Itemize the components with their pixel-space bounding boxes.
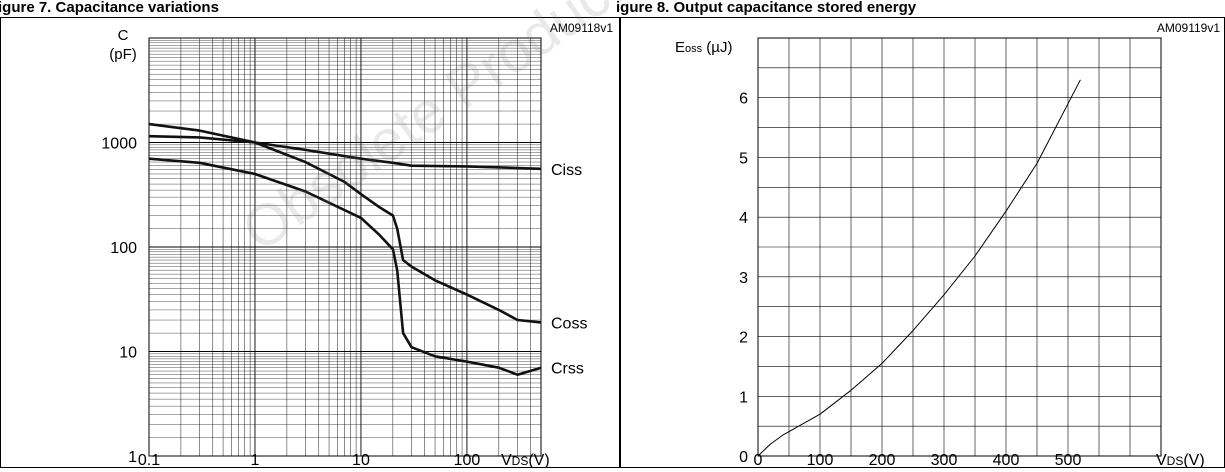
- series-line-crss: [148, 157, 542, 376]
- y-axis-label: Eoss (µJ): [675, 39, 732, 56]
- y-axis-label-sub: oss: [685, 43, 703, 55]
- y-tick-label: 6: [739, 91, 748, 108]
- y-axis-label-line2: (pF): [109, 46, 137, 63]
- chart-grid: [757, 37, 1162, 457]
- series-line-ciss: [148, 134, 542, 171]
- chart-series-labels: Ciss Coss Crss: [551, 162, 587, 378]
- x-axis-label-sub: DS: [512, 454, 529, 467]
- figure-caption-left: igure 7. Capacitance variations: [0, 0, 219, 16]
- series-label-crss: Crss: [551, 361, 584, 378]
- x-tick-label: 400: [993, 452, 1020, 467]
- series-line-coss: [148, 122, 542, 324]
- x-axis-label-main: V: [501, 452, 512, 467]
- x-tick-label: 200: [869, 452, 896, 467]
- chart-tick-labels: 0 100 200 300 400 500 0 1 2 3 4 5 6: [739, 91, 1082, 469]
- y-tick-label: 4: [739, 210, 748, 227]
- x-tick-label: 10: [352, 452, 370, 467]
- x-tick-label: 0: [754, 452, 763, 467]
- x-axis-label: VDS(V): [1156, 452, 1205, 467]
- x-tick-label: 0.1: [138, 452, 160, 467]
- y-tick-label: 1000: [101, 136, 137, 153]
- y-tick-label: 1: [128, 449, 137, 466]
- x-tick-label: 1: [251, 452, 260, 467]
- output-energy-chart: 0 100 200 300 400 500 0 1 2 3 4 5 6 AM09119v1 Eoss (…: [675, 21, 1220, 469]
- y-tick-label: 5: [739, 150, 748, 167]
- x-axis-label-main: V: [1156, 452, 1167, 467]
- x-axis-label-unit: (V): [528, 452, 549, 467]
- x-axis-label-unit: (V): [1183, 452, 1204, 467]
- series-line-eoss: [757, 79, 1081, 457]
- capacitance-chart-panel: 0.1 1 10 100 1 10 100 1000 Ciss Coss Crss AM09118…: [0, 17, 620, 470]
- series-label-coss: Coss: [551, 315, 587, 332]
- chart-series: [148, 122, 542, 376]
- x-tick-label: 500: [1055, 452, 1082, 467]
- y-tick-label: 100: [110, 240, 137, 257]
- y-tick-label: 2: [739, 330, 748, 347]
- chart-id-label: AM09119v1: [1157, 21, 1220, 35]
- figure-caption-right: igure 8. Output capacitance stored energ…: [616, 0, 917, 16]
- x-tick-label: 100: [454, 452, 481, 467]
- y-axis-label-main: E: [675, 39, 685, 56]
- chart-grid: [148, 37, 542, 457]
- caption-strip: igure 7. Capacitance variations igure 8.…: [0, 0, 917, 16]
- plot-frame: [757, 37, 1162, 457]
- y-axis-label-line1: C: [118, 27, 129, 44]
- y-tick-label: 10: [119, 345, 137, 362]
- x-tick-label: 300: [931, 452, 958, 467]
- chart-id-label: AM09118v1: [550, 21, 613, 35]
- x-axis-label: VDS(V): [501, 452, 550, 467]
- output-energy-chart-panel: 0 100 200 300 400 500 0 1 2 3 4 5 6 AM09119v1 Eoss (…: [620, 17, 1225, 469]
- x-tick-label: 100: [807, 452, 834, 467]
- y-tick-label: 1: [739, 389, 748, 406]
- plot-frame: [148, 37, 542, 457]
- x-axis-label-sub: DS: [1167, 454, 1184, 467]
- y-tick-label: 3: [739, 270, 748, 287]
- chart-series: [757, 79, 1081, 457]
- y-axis-label-unit: (µJ): [702, 39, 732, 56]
- y-tick-label: 0: [739, 449, 748, 466]
- series-label-ciss: Ciss: [551, 162, 582, 179]
